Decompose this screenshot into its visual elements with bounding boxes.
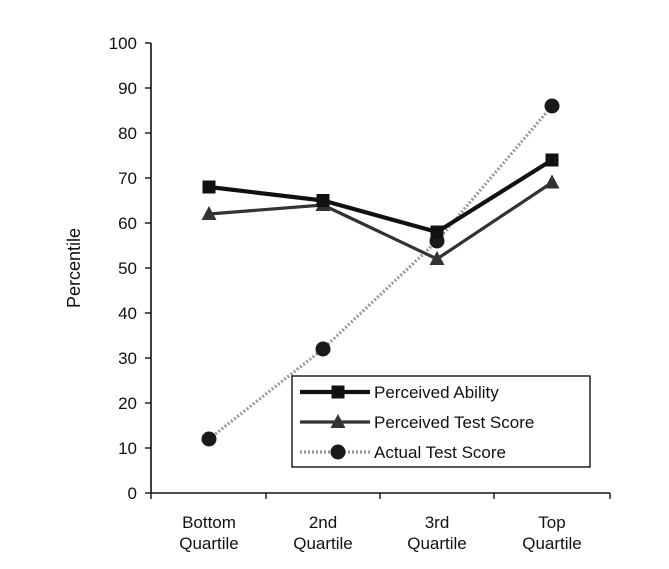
- y-axis-ticks: 0 10 20 30 40 50 60 70 80 90 100: [109, 34, 151, 503]
- x-tick-label: 2nd Quartile: [293, 513, 353, 553]
- series-actual-test-score: [201, 98, 560, 447]
- series-line: [208, 181, 553, 261]
- y-tick-label: 10: [118, 439, 137, 458]
- legend: Perceived Ability Perceived Test Score Act…: [291, 375, 591, 468]
- data-point-square: [545, 153, 559, 167]
- legend-marker: [330, 414, 346, 428]
- data-point-square: [202, 180, 216, 194]
- y-tick-label: 30: [118, 349, 137, 368]
- data-point-circle: [315, 341, 331, 357]
- legend-label: Perceived Test Score: [374, 413, 534, 432]
- legend-label: Actual Test Score: [374, 443, 506, 462]
- series-perceived-ability: [202, 153, 559, 239]
- x-tick-label: Top Quartile: [522, 513, 582, 553]
- x-tick-label: 3rd Quartile: [407, 513, 467, 553]
- legend-marker: [330, 444, 346, 460]
- series-layer: [201, 98, 560, 447]
- data-point-square: [430, 225, 444, 239]
- series-line: [208, 104, 554, 441]
- legend-item: Actual Test Score: [300, 443, 506, 462]
- data-point-triangle: [544, 174, 560, 189]
- y-tick-label: 80: [118, 124, 137, 143]
- data-point-square: [316, 194, 330, 207]
- y-tick-label: 70: [118, 169, 137, 188]
- y-tick-label: 100: [109, 34, 137, 53]
- x-axis-ticks: Bottom Quartile 2nd Quartile 3rd Quartile Top Q…: [150, 493, 611, 553]
- y-tick-label: 60: [118, 214, 137, 233]
- y-tick-label: 0: [128, 484, 137, 503]
- series-line: [208, 158, 554, 235]
- legend-item: Perceived Ability: [300, 383, 499, 402]
- y-tick-label: 20: [118, 394, 137, 413]
- y-axis-title: Percentile: [64, 228, 84, 308]
- y-tick-label: 90: [118, 79, 137, 98]
- data-point-triangle: [429, 251, 445, 265]
- legend-item: Perceived Test Score: [300, 413, 534, 432]
- data-point-circle: [201, 431, 217, 447]
- data-point-circle: [544, 98, 560, 114]
- legend-label: Perceived Ability: [374, 383, 499, 402]
- data-point-triangle: [201, 206, 217, 220]
- legend-marker: [331, 385, 345, 399]
- y-tick-label: 40: [118, 304, 137, 323]
- x-tick-label: Bottom Quartile: [179, 513, 239, 553]
- y-tick-label: 50: [118, 259, 137, 278]
